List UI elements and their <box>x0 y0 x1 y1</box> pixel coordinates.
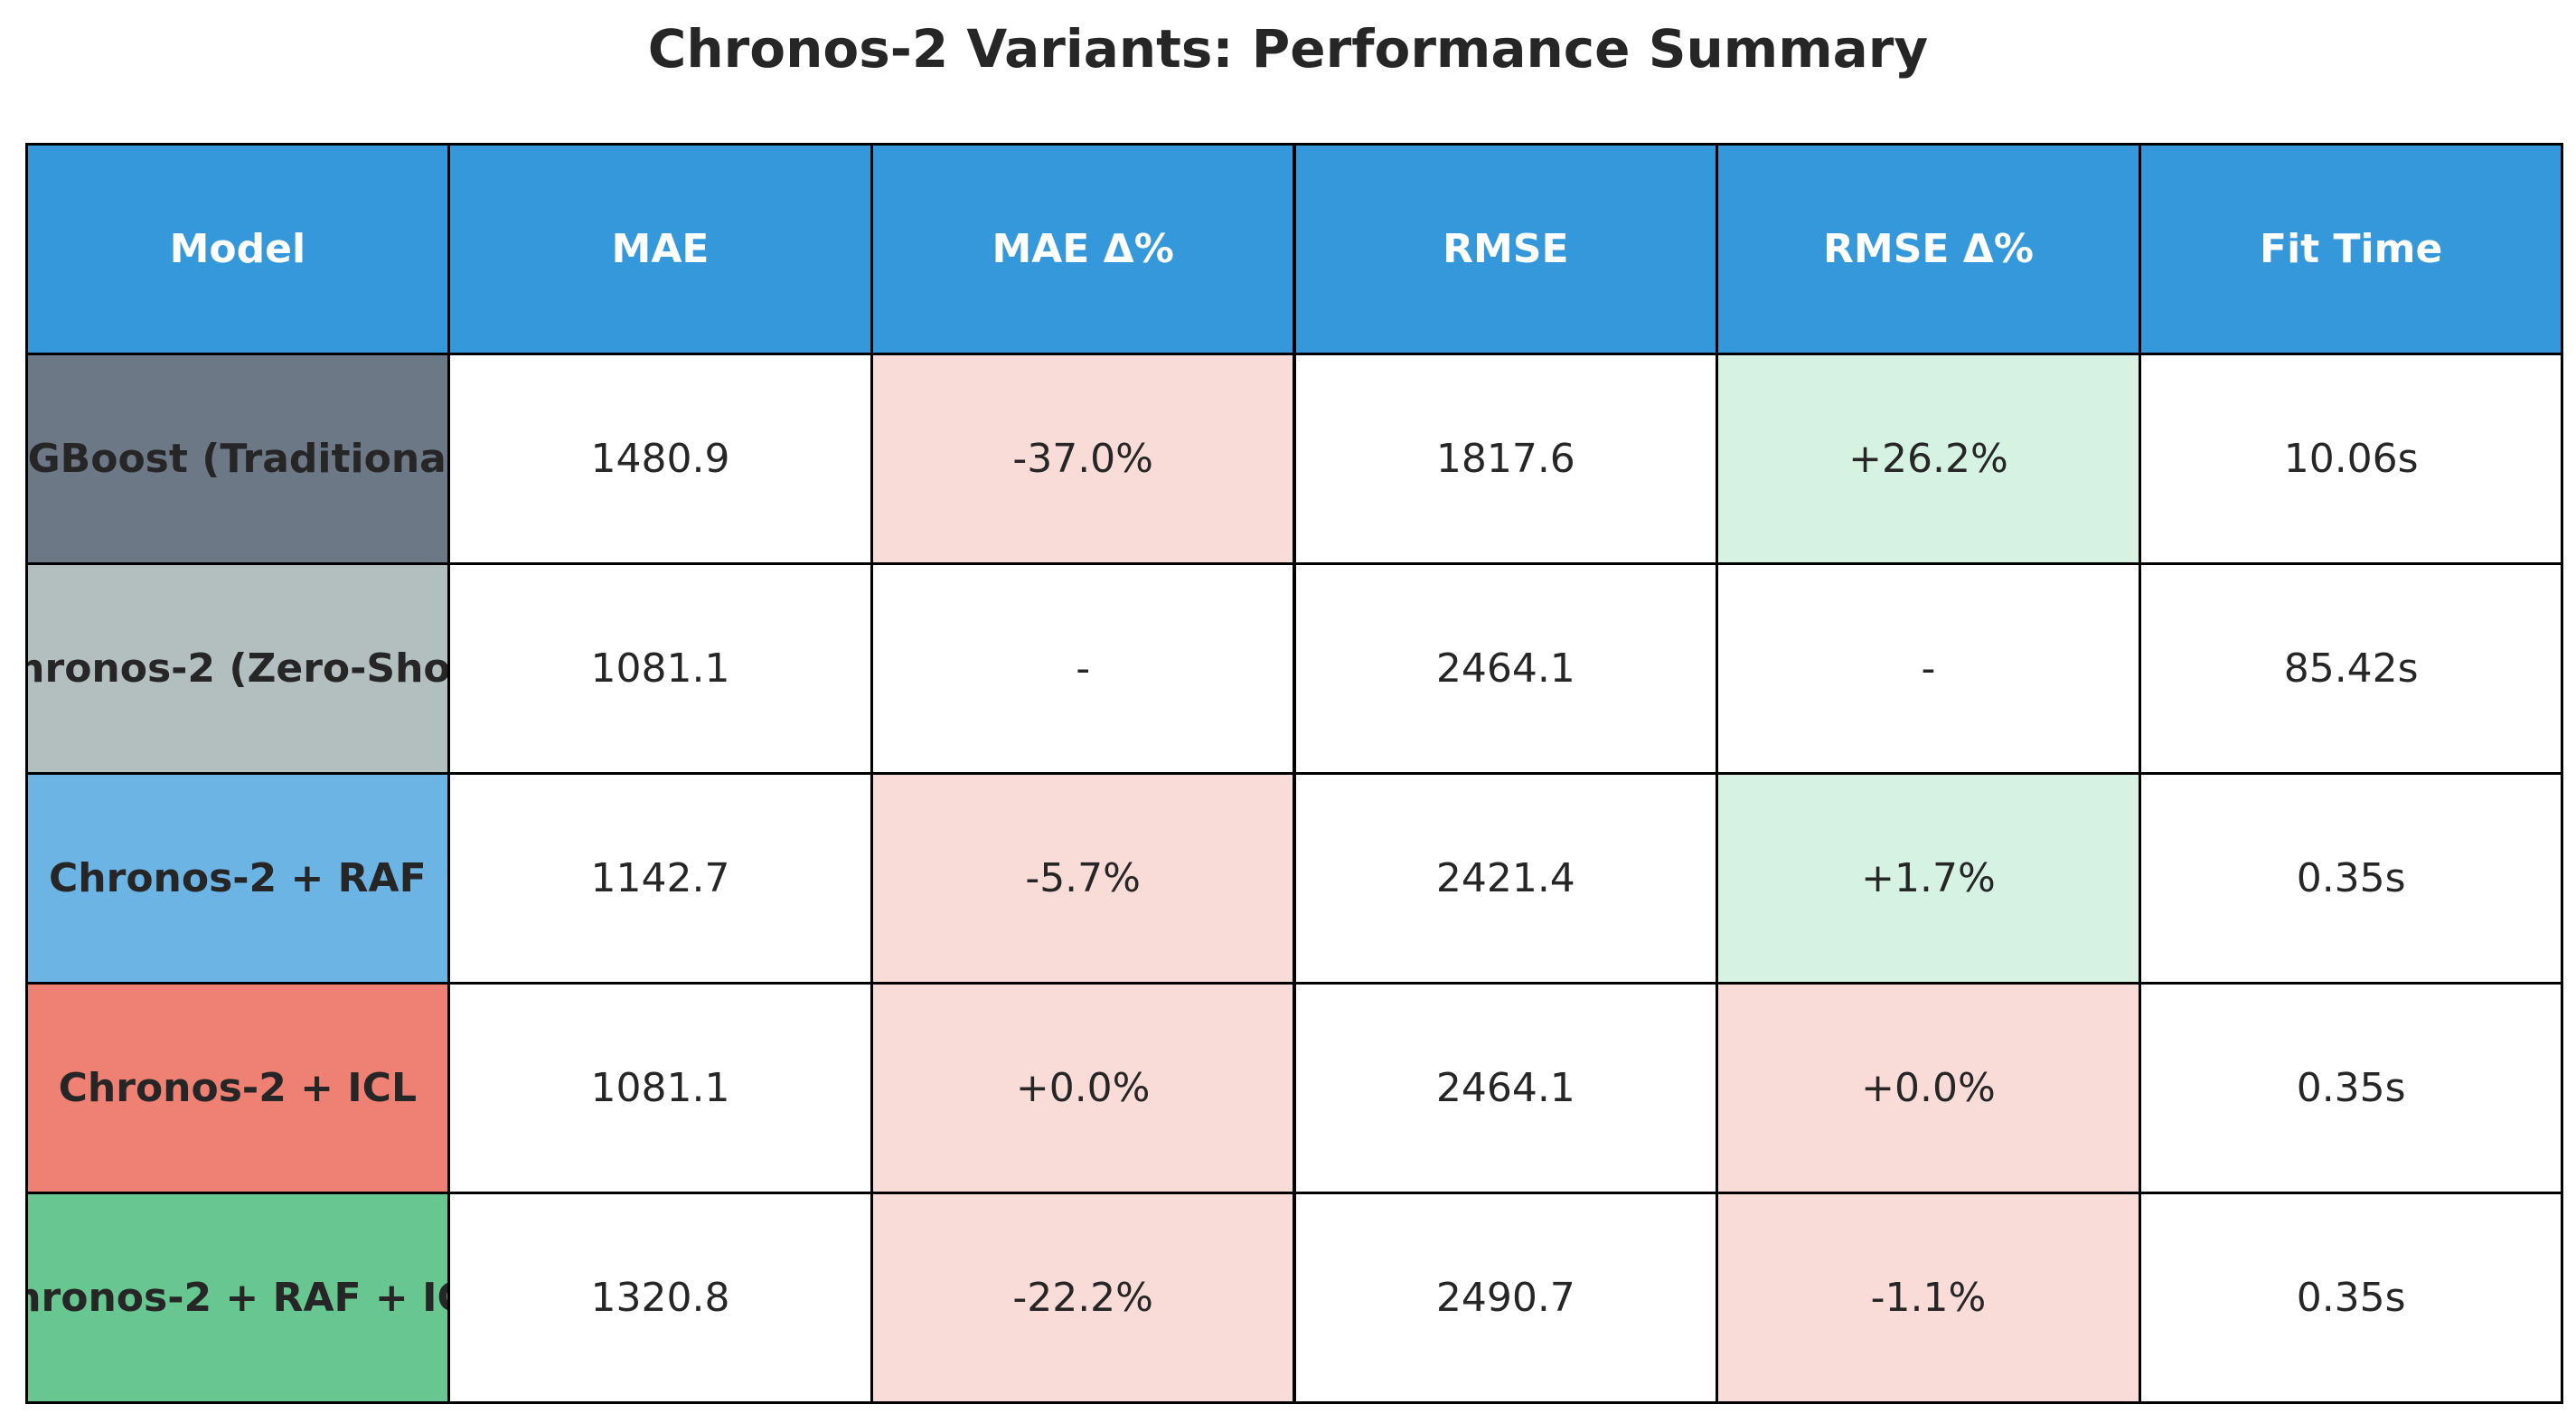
table-cell: -1.1% <box>1716 1191 2141 1404</box>
cell-text: 0.35s <box>2296 1064 2406 1111</box>
cell-text: MAE Δ% <box>992 225 1174 272</box>
table-cell: Chronos-2 (Zero-Shot) <box>24 561 451 775</box>
cell-text: -5.7% <box>1025 854 1141 901</box>
header-cell: MAE Δ% <box>870 142 1296 355</box>
table-cell: Chronos-2 + ICL <box>24 981 451 1194</box>
cell-text: 2464.1 <box>1435 645 1575 692</box>
cell-text: Chronos-2 + ICL <box>58 1064 418 1111</box>
cell-text: 1081.1 <box>590 645 730 692</box>
table-cell: XGBoost (Traditional) <box>24 352 451 565</box>
cell-text: - <box>1076 645 1091 692</box>
cell-text: +1.7% <box>1861 854 1996 901</box>
table-cell: Chronos-2 + RAF <box>24 771 451 985</box>
table-cell: 2421.4 <box>1293 771 1719 985</box>
header-cell: Fit Time <box>2138 142 2564 355</box>
table-cell: +26.2% <box>1716 352 2141 565</box>
table-cell: +0.0% <box>870 981 1296 1194</box>
cell-text: - <box>1921 645 1936 692</box>
cell-text: 2490.7 <box>1435 1274 1575 1321</box>
table-cell: 0.35s <box>2138 771 2564 985</box>
header-cell: RMSE Δ% <box>1716 142 2141 355</box>
cell-text: +0.0% <box>1015 1064 1151 1111</box>
table-cell: 1081.1 <box>447 561 873 775</box>
table-cell: 1142.7 <box>447 771 873 985</box>
cell-text: +0.0% <box>1861 1064 1996 1111</box>
table-cell: 10.06s <box>2138 352 2564 565</box>
cell-text: 1142.7 <box>590 854 730 901</box>
cell-text: Fit Time <box>2260 225 2443 272</box>
table-cell: - <box>1716 561 2141 775</box>
cell-text: 85.42s <box>2283 645 2419 692</box>
cell-text: +26.2% <box>1848 435 2008 482</box>
cell-text: -22.2% <box>1012 1274 1153 1321</box>
table-cell: -37.0% <box>870 352 1296 565</box>
cell-text: 1320.8 <box>590 1274 730 1321</box>
table-cell: - <box>870 561 1296 775</box>
table-cell: 2464.1 <box>1293 981 1719 1194</box>
table-cell: 1480.9 <box>447 352 873 565</box>
cell-text: Chronos-2 + RAF + ICL <box>27 1274 447 1321</box>
cell-text: 1081.1 <box>590 1064 730 1111</box>
table-cell: 2490.7 <box>1293 1191 1719 1404</box>
cell-text: Chronos-2 (Zero-Shot) <box>27 645 451 692</box>
table-cell: 2464.1 <box>1293 561 1719 775</box>
table-cell: -22.2% <box>870 1191 1296 1404</box>
cell-text: MAE <box>611 225 710 272</box>
cell-text: Model <box>169 225 306 272</box>
title: Chronos-2 Variants: Performance Summary <box>647 18 1929 80</box>
header-cell: Model <box>24 142 451 355</box>
table-cell: 1320.8 <box>447 1191 873 1404</box>
table-cell: 1081.1 <box>447 981 873 1194</box>
table-cell: +0.0% <box>1716 981 2141 1194</box>
cell-text: XGBoost (Traditional) <box>27 435 447 482</box>
cell-text: RMSE <box>1443 225 1569 272</box>
table-cell: Chronos-2 + RAF + ICL <box>24 1191 451 1404</box>
cell-text: RMSE Δ% <box>1823 225 2034 272</box>
table-cell: +1.7% <box>1716 771 2141 985</box>
table-cell: -5.7% <box>870 771 1296 985</box>
table-cell: 1817.6 <box>1293 352 1719 565</box>
table: Model MAE MAE Δ% RMSE RMSE Δ% Fit Time XGBoost… <box>24 142 2564 1404</box>
table-cell: 85.42s <box>2138 561 2564 775</box>
cell-text: -37.0% <box>1012 435 1153 482</box>
cell-text: 2421.4 <box>1435 854 1575 901</box>
cell-text: 0.35s <box>2296 854 2406 901</box>
header-cell: RMSE <box>1293 142 1719 355</box>
cell-text: 1480.9 <box>590 435 730 482</box>
header-cell: MAE <box>447 142 873 355</box>
cell-text: 1817.6 <box>1435 435 1575 482</box>
cell-text: Chronos-2 + RAF <box>49 854 427 901</box>
table-cell: 0.35s <box>2138 1191 2564 1404</box>
cell-text: 2464.1 <box>1435 1064 1575 1111</box>
cell-text: -1.1% <box>1870 1274 1987 1321</box>
cell-text: 0.35s <box>2296 1274 2406 1321</box>
cell-text: 10.06s <box>2283 435 2419 482</box>
table-cell: 0.35s <box>2138 981 2564 1194</box>
